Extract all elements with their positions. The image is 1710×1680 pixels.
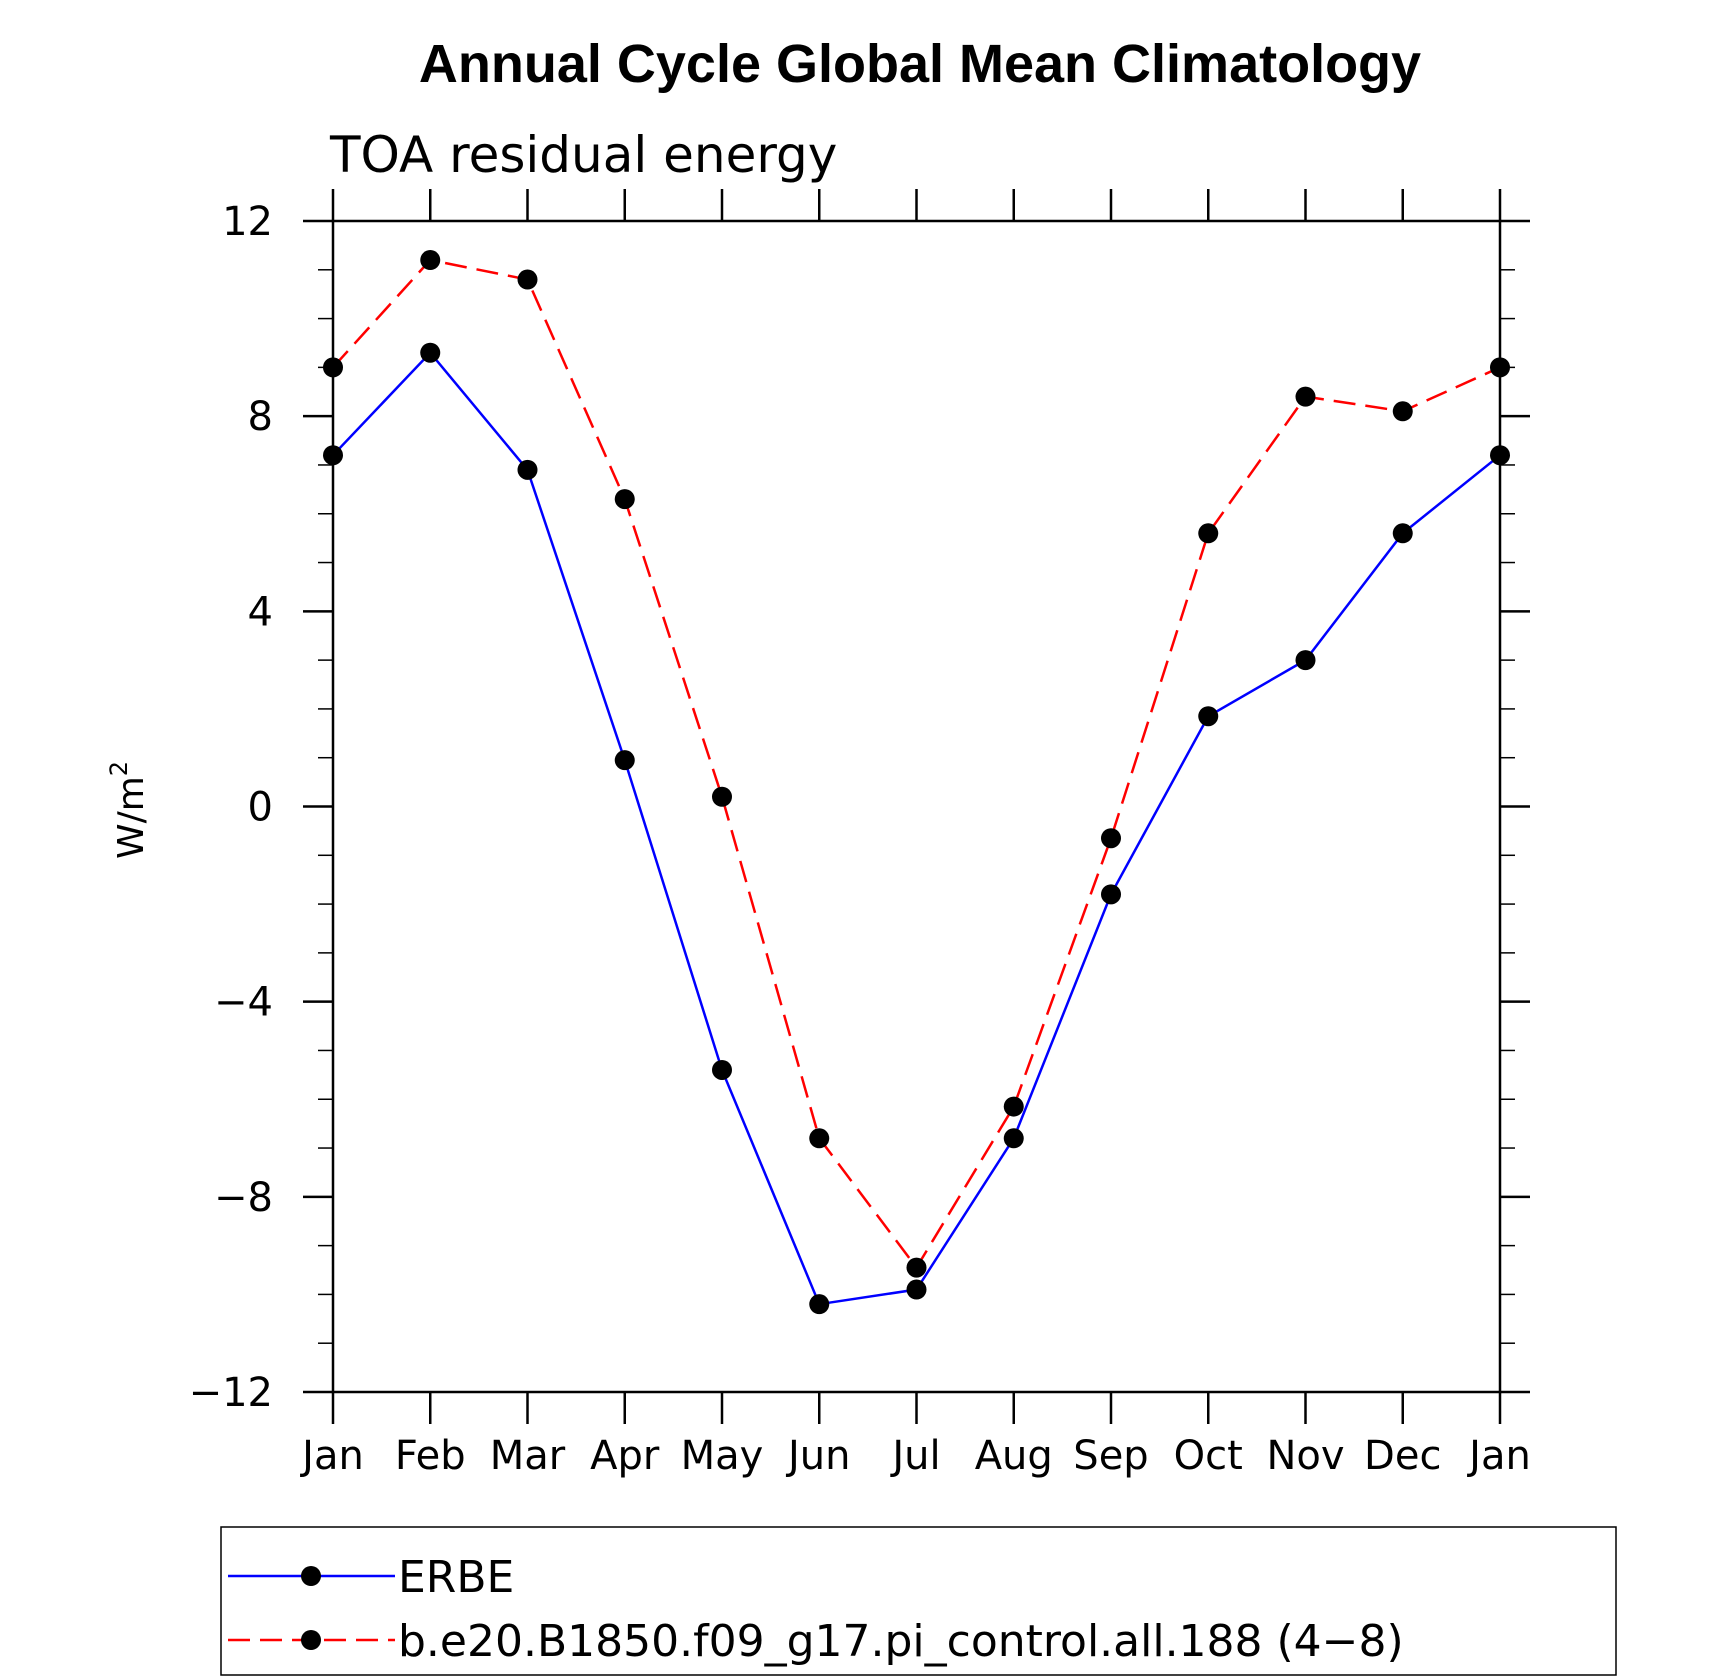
y-tick-label: 12 bbox=[222, 199, 273, 245]
series-2-point bbox=[1392, 401, 1413, 422]
x-tick-label: Feb bbox=[395, 1433, 466, 1479]
series-1-point bbox=[420, 342, 441, 363]
series-1-point bbox=[1198, 706, 1219, 727]
legend: ERBE b.e20.B1850.f09_g17.pi_control.all.1… bbox=[220, 1526, 1617, 1676]
x-tick-label: May bbox=[681, 1433, 764, 1479]
series-2-point bbox=[1003, 1096, 1024, 1117]
series-1-point bbox=[323, 445, 343, 466]
chart-subtitle: TOA residual energy bbox=[329, 126, 837, 184]
y-axis-label-superscript: 2 bbox=[105, 761, 133, 776]
x-tick-label: Nov bbox=[1266, 1433, 1344, 1479]
plot-frame bbox=[331, 219, 1502, 1394]
series-2-point bbox=[1295, 386, 1316, 407]
series-line-2 bbox=[332, 258, 1501, 1270]
x-tick-label: Jun bbox=[785, 1433, 851, 1479]
series-1-point bbox=[1392, 523, 1413, 544]
series-2-point bbox=[1101, 828, 1121, 849]
y-tick-label: 0 bbox=[248, 785, 273, 831]
x-tick-label: Jan bbox=[1466, 1433, 1531, 1479]
x-tick-label: Aug bbox=[975, 1433, 1053, 1479]
y-axis-label: W/m2 bbox=[105, 761, 152, 859]
x-tick-label: Sep bbox=[1073, 1433, 1148, 1479]
axes: −12 −8 −4 0 4 8 12 Jan Feb Mar Apr May Jun Jul Aug Sep O… bbox=[189, 189, 1531, 1479]
series-2-point bbox=[906, 1257, 927, 1278]
series-1-point bbox=[809, 1294, 830, 1315]
series-1-point bbox=[712, 1059, 732, 1080]
series-1-point bbox=[1295, 650, 1316, 671]
y-tick-label: −12 bbox=[189, 1370, 273, 1416]
y-tick-label: 4 bbox=[248, 589, 273, 635]
legend-marker-1 bbox=[301, 1566, 321, 1586]
series-2-point bbox=[1198, 523, 1219, 544]
series-1-point bbox=[517, 459, 538, 480]
x-tick-label: Dec bbox=[1364, 1433, 1441, 1479]
legend-marker-2 bbox=[301, 1630, 321, 1650]
y-axis-label-text: W/m bbox=[111, 776, 152, 859]
legend-label-1: ERBE bbox=[398, 1552, 514, 1603]
series-2-point bbox=[809, 1128, 830, 1149]
y-tick-label: 8 bbox=[248, 394, 273, 440]
series-layer bbox=[323, 250, 1510, 1315]
x-tick-label: Oct bbox=[1174, 1433, 1243, 1479]
series-2-point bbox=[614, 489, 635, 510]
series-1-point bbox=[1490, 445, 1510, 466]
series-2-point bbox=[517, 269, 538, 290]
series-2-point bbox=[420, 250, 441, 271]
series-line-1 bbox=[332, 350, 1501, 1306]
y-tick-label: −8 bbox=[214, 1175, 273, 1221]
series-1-point bbox=[1101, 884, 1121, 905]
series-2-point bbox=[1490, 357, 1510, 378]
x-tick-label: Jan bbox=[299, 1433, 364, 1479]
chart-title: Annual Cycle Global Mean Climatology bbox=[419, 34, 1421, 94]
x-tick-label: Jul bbox=[889, 1433, 940, 1479]
series-1-point bbox=[906, 1279, 927, 1300]
legend-box bbox=[220, 1526, 1617, 1676]
x-tick-label: Mar bbox=[490, 1433, 566, 1479]
legend-label-2: b.e20.B1850.f09_g17.pi_control.all.188 (… bbox=[398, 1616, 1404, 1667]
series-1-point bbox=[614, 750, 635, 771]
x-tick-label: Apr bbox=[590, 1433, 660, 1479]
series-1-point bbox=[1003, 1128, 1024, 1149]
series-2-point bbox=[712, 786, 732, 807]
series-2-point bbox=[323, 357, 343, 378]
y-tick-label: −4 bbox=[214, 980, 273, 1026]
